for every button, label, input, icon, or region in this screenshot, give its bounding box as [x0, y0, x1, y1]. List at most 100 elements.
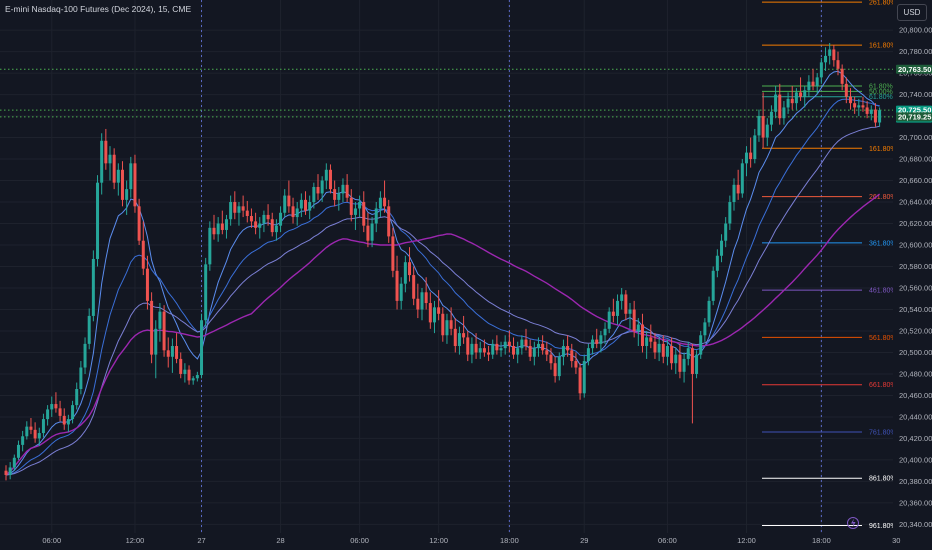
- candle-body: [403, 262, 407, 284]
- candle-body: [308, 202, 312, 211]
- price-axis: 20,800.0020,780.0020,760.0020,740.0020,7…: [893, 0, 932, 550]
- fib-level-label: 161.80% -: [869, 146, 902, 153]
- candle: [195, 371, 199, 382]
- level-high-tag: 20,763.50: [898, 65, 931, 74]
- candle: [212, 214, 216, 240]
- candle-body: [715, 255, 719, 271]
- candle-body: [220, 223, 224, 230]
- candle: [287, 180, 291, 213]
- candle: [424, 277, 428, 310]
- candle-body: [491, 343, 495, 355]
- candle: [536, 337, 540, 357]
- candle-body: [412, 275, 416, 299]
- price-tick-label: 20,500.00: [899, 348, 932, 357]
- candle: [778, 83, 782, 125]
- lightning-icon-ring: [847, 517, 859, 529]
- fib-level-label: 461.80% -: [869, 288, 902, 295]
- candle: [71, 400, 75, 424]
- candle: [408, 247, 412, 282]
- candle: [366, 212, 370, 248]
- candle: [736, 169, 740, 200]
- candle-body: [828, 49, 832, 56]
- candle: [358, 195, 362, 218]
- candle-body: [557, 356, 561, 377]
- time-tick-label: 18:00: [500, 536, 519, 545]
- candle-body: [387, 206, 391, 237]
- candle-body: [4, 470, 8, 475]
- candle-body: [337, 193, 341, 200]
- level-high-tag-bg: [896, 64, 932, 74]
- candle: [224, 214, 228, 239]
- candle: [724, 217, 728, 248]
- candle-body: [437, 307, 441, 314]
- price-tick-label: 20,580.00: [899, 262, 932, 271]
- candle: [470, 337, 474, 364]
- candle: [120, 161, 124, 207]
- candle-body: [586, 348, 590, 362]
- candle-body: [524, 339, 528, 347]
- candle: [503, 335, 507, 355]
- candle: [657, 337, 661, 362]
- candle: [41, 413, 45, 438]
- candle-body: [158, 311, 162, 329]
- price-axis-background: [893, 0, 932, 550]
- candle: [324, 163, 328, 190]
- candle: [682, 352, 686, 383]
- candle: [162, 305, 166, 357]
- candle-body: [333, 189, 337, 200]
- candle: [628, 303, 632, 329]
- candle-body: [582, 361, 586, 394]
- time-axis: 06:00 12:00 27 28 06:00 12:00 18:00 29 06:00 12:0…: [0, 533, 900, 550]
- candle-body: [769, 111, 773, 125]
- candle-body: [200, 320, 204, 376]
- candle: [670, 337, 674, 370]
- candle: [125, 180, 129, 215]
- candle: [516, 341, 520, 364]
- candle-body: [424, 292, 428, 304]
- candle: [607, 307, 611, 334]
- candle: [507, 330, 511, 353]
- candle-body: [179, 358, 183, 374]
- candle: [453, 318, 457, 353]
- candle-body: [553, 363, 557, 377]
- candle-body: [420, 292, 424, 310]
- price-tick-label: 20,520.00: [899, 326, 932, 335]
- currency-button[interactable]: USD: [897, 4, 927, 21]
- candle: [499, 341, 503, 357]
- candle-body: [12, 457, 16, 468]
- candle: [757, 109, 761, 142]
- candle-body: [104, 140, 108, 164]
- candle-body: [125, 189, 129, 200]
- candle-body: [366, 225, 370, 241]
- candle: [216, 217, 220, 242]
- candle-body: [591, 339, 595, 349]
- time-tick-label: 18:00: [812, 536, 831, 545]
- candle: [12, 454, 16, 471]
- fib-level-label: 661.80% -: [869, 382, 902, 389]
- candle: [299, 193, 303, 218]
- fib-level-label: 561.80% -: [869, 335, 902, 342]
- candle-body: [761, 116, 765, 138]
- candle: [141, 221, 145, 276]
- candle: [83, 337, 87, 374]
- candle-body: [408, 262, 412, 276]
- candle-body: [162, 311, 166, 351]
- candle-body: [320, 180, 324, 194]
- candle: [532, 341, 536, 366]
- candle-body: [753, 135, 757, 160]
- candle: [740, 159, 744, 198]
- candle-body: [574, 361, 578, 368]
- candle-body: [441, 313, 445, 336]
- candle: [91, 250, 95, 322]
- candle-body: [520, 339, 524, 349]
- lightning-icon: [847, 517, 859, 529]
- candle: [632, 300, 636, 338]
- candle-body: [96, 182, 100, 259]
- candle: [524, 328, 528, 351]
- candle: [108, 146, 112, 181]
- candle-body: [503, 341, 507, 349]
- candle-body: [195, 375, 199, 379]
- candle: [462, 315, 466, 344]
- candle: [4, 465, 8, 481]
